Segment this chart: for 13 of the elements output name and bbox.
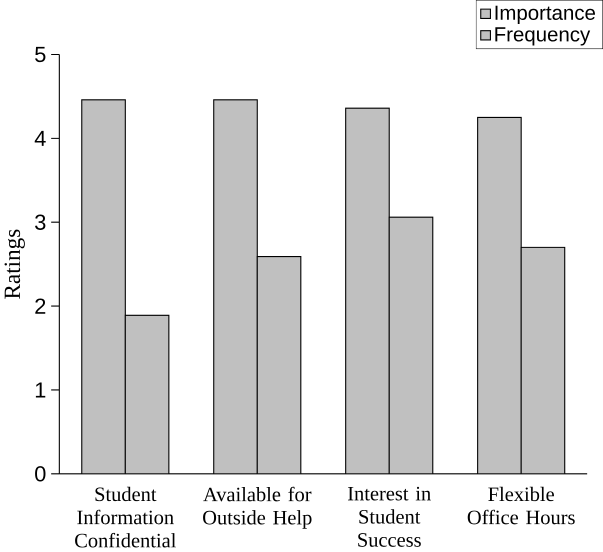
legend-label: Importance [496,6,595,24]
x-tick-label: Available for Outside Help [203,486,312,529]
legend-label: Frequency [495,27,590,46]
x-tick-label: Student Information Confidential [75,486,176,548]
y-tick-label: 4 [34,130,46,146]
y-tick-label: 2 [35,298,46,314]
y-tick-label: 5 [35,46,46,62]
y-tick-label: 3 [35,214,46,230]
x-tick-label: Flexible Office Hours [468,486,575,524]
y-tick-label: 0 [35,466,46,482]
y-tick-label: 1 [36,382,46,398]
x-tick-label: Interest in Student Success [348,486,431,547]
y-axis-title: Ratings [4,230,25,299]
